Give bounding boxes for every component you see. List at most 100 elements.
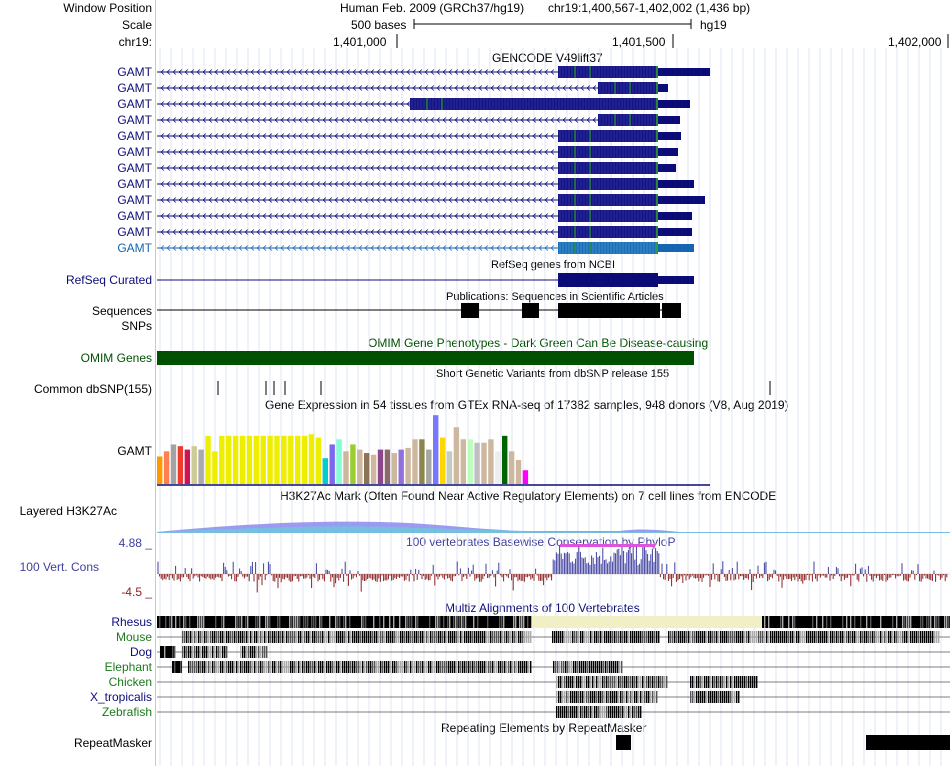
transcript-9[interactable] — [157, 194, 705, 206]
gtex-bar-15 — [253, 435, 259, 484]
publications-track-title[interactable]: Publications: Sequences in Scientific Ar… — [446, 291, 664, 303]
gtex-bar-20 — [288, 435, 294, 484]
repeatmasker-features[interactable] — [616, 735, 950, 750]
transcript-6[interactable] — [157, 146, 678, 158]
dbsnp-label[interactable]: Common dbSNP(155) — [33, 382, 152, 396]
publications-features[interactable] — [157, 303, 681, 318]
transcript-4[interactable] — [157, 114, 680, 126]
label-divider — [155, 0, 156, 766]
publication-block-3 — [558, 303, 660, 318]
gtex-track-title[interactable]: Gene Expression in 54 tissues from GTEx … — [265, 398, 789, 412]
gtex-bar-27 — [336, 439, 342, 484]
phylop-max-label: 4.88 _ — [118, 536, 152, 550]
transcript-8[interactable] — [157, 178, 694, 190]
gencode-label-10[interactable]: GAMT — [117, 209, 152, 223]
transcript-5[interactable] — [157, 130, 681, 142]
repeatmasker-label[interactable]: RepeatMasker — [73, 736, 152, 750]
gtex-bar-9 — [212, 451, 218, 484]
publications-sequences-label[interactable]: Sequences — [91, 304, 152, 318]
refseq-gene[interactable] — [157, 273, 694, 287]
h3k27ac-track-title[interactable]: H3K27Ac Mark (Often Found Near Active Re… — [280, 489, 777, 503]
h3k27ac-layer-2 — [157, 526, 950, 533]
refseq-label[interactable]: RefSeq Curated — [65, 273, 152, 287]
multiz-species-zebrafish[interactable]: Zebrafish — [101, 705, 152, 719]
gtex-bar-31 — [364, 453, 370, 484]
assembly-name: Human Feb. 2009 (GRCh37/hg19) — [340, 1, 525, 15]
gencode-track-title[interactable]: GENCODE V49lift37 — [492, 51, 603, 65]
transcript-11[interactable] — [157, 226, 692, 238]
gencode-label-1[interactable]: GAMT — [117, 65, 152, 79]
gtex-bar-17 — [267, 435, 273, 484]
multiz-row-4 — [157, 661, 950, 673]
publication-block-1 — [461, 303, 479, 318]
gtex-bar-45 — [460, 439, 466, 484]
gtex-bar-6 — [191, 446, 197, 484]
scale-label: Scale — [121, 18, 152, 32]
dbsnp-variants[interactable] — [217, 381, 771, 395]
gtex-bar-39 — [419, 439, 425, 484]
transcript-12[interactable] — [157, 242, 694, 254]
gencode-transcripts[interactable] — [157, 66, 710, 254]
multiz-species-dog[interactable]: Dog — [129, 645, 152, 659]
gtex-bar-21 — [295, 435, 301, 484]
gencode-label-6[interactable]: GAMT — [117, 145, 152, 159]
gtex-bar-49 — [488, 439, 494, 484]
h3k27ac-label[interactable]: Layered H3K27Ac — [19, 504, 117, 518]
omim-track-title[interactable]: OMIM Gene Phenotypes - Dark Green Can Be… — [368, 336, 709, 350]
gencode-label-3[interactable]: GAMT — [117, 97, 152, 111]
gtex-bar-1 — [157, 456, 163, 484]
gencode-label-12[interactable]: GAMT — [117, 241, 152, 255]
publications-snps-label[interactable]: SNPs — [121, 319, 152, 333]
omim-gene-bar[interactable] — [157, 351, 694, 365]
refseq-track-title[interactable]: RefSeq genes from NCBI — [491, 259, 616, 271]
gencode-label-7[interactable]: GAMT — [117, 161, 152, 175]
phylop-label[interactable]: 100 Vert. Cons — [19, 560, 99, 574]
multiz-row-3 — [157, 646, 950, 658]
gtex-bars[interactable] — [157, 415, 710, 486]
repeatmasker-track-title[interactable]: Repeating Elements by RepeatMasker — [441, 721, 647, 735]
gtex-bar-53 — [515, 459, 522, 484]
gencode-label-2[interactable]: GAMT — [117, 81, 152, 95]
gtex-bar-40 — [426, 449, 432, 484]
refseq-utr — [658, 276, 694, 284]
gtex-bar-12 — [232, 435, 239, 484]
transcript-1[interactable] — [157, 66, 710, 78]
tick-label-2: 1,401,500 — [612, 35, 666, 49]
transcript-3[interactable] — [157, 98, 690, 110]
gencode-label-9[interactable]: GAMT — [117, 193, 152, 207]
multiz-species-elephant[interactable]: Elephant — [104, 660, 152, 674]
multiz-alignments[interactable] — [157, 616, 950, 718]
window-position-label: Window Position — [63, 1, 152, 15]
gtex-bar-11 — [226, 435, 232, 484]
gtex-bar-51 — [502, 435, 508, 484]
gtex-bar-2 — [163, 451, 170, 484]
multiz-track-title[interactable]: Multiz Alignments of 100 Vertebrates — [445, 601, 640, 615]
gtex-bar-38 — [412, 439, 418, 484]
gtex-bar-29 — [350, 444, 356, 484]
base-gridlines — [159, 48, 942, 766]
gencode-label-8[interactable]: GAMT — [117, 177, 152, 191]
gencode-label-5[interactable]: GAMT — [117, 129, 152, 143]
phylop-clip — [560, 544, 655, 547]
gencode-label-4[interactable]: GAMT — [117, 113, 152, 127]
omim-label[interactable]: OMIM Genes — [80, 351, 152, 365]
gtex-bar-7 — [198, 449, 204, 484]
phylop-signal[interactable] — [157, 544, 950, 593]
multiz-species-xtropicalis[interactable]: X_tropicalis — [89, 690, 152, 704]
database-name: hg19 — [700, 18, 727, 32]
multiz-species-chicken[interactable]: Chicken — [108, 675, 152, 689]
phylop-min-label: -4.5 _ — [121, 585, 152, 599]
gtex-bar-18 — [274, 435, 280, 484]
h3k27ac-signal[interactable] — [157, 521, 950, 533]
gtex-bar-23 — [308, 434, 315, 484]
multiz-species-mouse[interactable]: Mouse — [115, 630, 152, 644]
gencode-label-11[interactable]: GAMT — [117, 225, 152, 239]
transcript-10[interactable] — [157, 210, 692, 222]
transcript-7[interactable] — [157, 162, 676, 174]
publication-block-2 — [522, 303, 539, 318]
transcript-2[interactable] — [157, 82, 668, 94]
gtex-bar-30 — [357, 449, 363, 484]
multiz-species-rhesus[interactable]: Rhesus — [111, 615, 152, 629]
gtex-label[interactable]: GAMT — [117, 444, 152, 458]
